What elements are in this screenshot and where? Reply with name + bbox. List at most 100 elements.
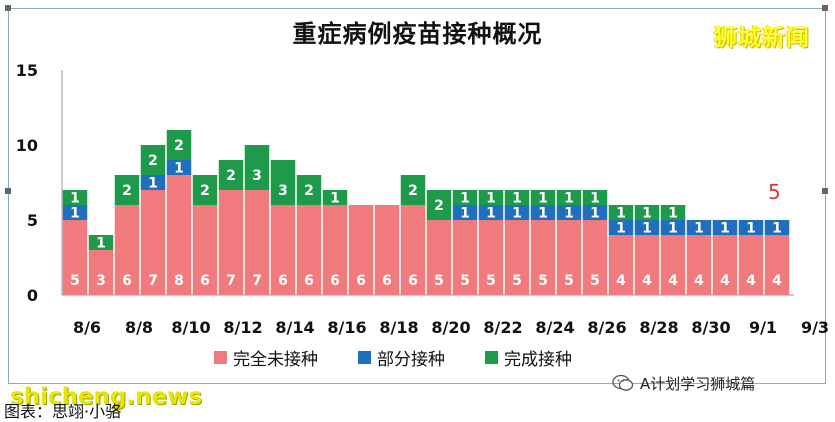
x-tick-label: 8/20 [431,318,470,337]
bar-segment-unvaccinated [62,220,88,295]
bar-segment-unvaccinated [140,190,166,295]
x-tick-label: 9/1 [749,318,777,337]
bar-segment-partial [140,175,166,190]
data-label: 5 [590,273,600,289]
bar-segment-full [426,190,452,220]
legend-swatch-full [485,351,498,364]
source-credit: 图表：思翊·小骆 [4,402,122,421]
resize-handle-left[interactable] [5,188,11,194]
bar-segment-partial [582,205,608,220]
bar-segment-full [478,190,504,205]
resize-handle-right[interactable] [822,188,828,194]
bar-segment-unvaccinated [296,205,322,295]
y-tick-label: 10 [16,136,38,155]
bar-segment-unvaccinated [712,235,738,295]
x-tick-label: 8/14 [275,318,314,337]
bar-segment-unvaccinated [270,205,296,295]
bar-segment-full [244,145,270,190]
data-label: 6 [330,273,340,289]
bar-segment-full [62,190,88,205]
data-label: 2 [408,183,418,199]
data-label: 1 [590,191,600,207]
data-label: 2 [148,153,158,169]
x-tick-label: 8/18 [379,318,418,337]
data-label: 2 [200,183,210,199]
resize-handle-top-left[interactable] [5,5,11,11]
bar-segment-full [530,190,556,205]
data-label: 4 [668,273,678,289]
y-tick-label: 0 [27,286,38,305]
bar-segment-full [504,190,530,205]
x-tick-label: 8/16 [327,318,366,337]
data-label: 3 [278,183,288,199]
bar-segment-unvaccinated [686,235,712,295]
legend-item-partial: 部分接种 [358,345,445,370]
y-tick-label: 5 [27,211,38,230]
data-label: 4 [772,273,782,289]
legend-label-unvaccinated: 完全未接种 [233,350,318,370]
data-label: 8 [174,273,184,289]
bar-segment-unvaccinated [764,235,790,295]
data-label: 3 [252,168,262,184]
x-tick-label: 8/28 [639,318,678,337]
data-label: 1 [616,221,626,237]
data-label: 6 [278,273,288,289]
bar-segment-partial [738,220,764,235]
wechat-icon [612,374,634,391]
data-label: 1 [486,191,496,207]
data-label: 1 [668,206,678,222]
data-label: 1 [460,191,470,207]
bar-segment-unvaccinated [608,235,634,295]
bar-segment-unvaccinated [192,205,218,295]
bar-segment-unvaccinated [114,205,140,295]
data-label: 1 [668,221,678,237]
bar-segment-unvaccinated [504,220,530,295]
y-tick-label: 15 [16,61,38,80]
bar-segment-partial [660,220,686,235]
data-label: 6 [356,273,366,289]
bar-segment-full [582,190,608,205]
data-label: 2 [304,183,314,199]
bar-segment-unvaccinated [634,235,660,295]
data-label: 1 [70,206,80,222]
bar-segment-full [608,205,634,220]
data-label: 7 [148,273,158,289]
bar-segment-full [452,190,478,205]
data-label: 4 [616,273,626,289]
brand-logo-text: 狮城新闻 [714,25,810,51]
x-tick-label: 8/12 [223,318,262,337]
data-label: 4 [694,273,704,289]
bar-segment-unvaccinated [452,220,478,295]
data-label: 5 [460,273,470,289]
bar-segment-full [634,205,660,220]
bar-segment-partial [608,220,634,235]
data-label: 1 [720,221,730,237]
data-label: 4 [746,273,756,289]
data-label: 3 [96,273,106,289]
data-label: 6 [122,273,132,289]
watermark-account: A计划学习狮城篇 [640,375,756,393]
data-label: 7 [226,273,236,289]
bar-segment-full [270,160,296,205]
bar-segment-full [192,175,218,205]
bar-segment-unvaccinated [660,235,686,295]
data-label: 1 [642,206,652,222]
resize-handle-top-right[interactable] [822,5,828,11]
bar-segment-full [322,190,348,205]
data-label: 6 [382,273,392,289]
bar-segment-unvaccinated [244,190,270,295]
bar-segment-unvaccinated [322,205,348,295]
legend-label-partial: 部分接种 [377,350,445,370]
bar-segment-unvaccinated [88,250,114,295]
data-label: 6 [408,273,418,289]
x-tick-label: 8/30 [691,318,730,337]
data-label: 2 [434,198,444,214]
bar-segment-partial [166,160,192,175]
data-label: 4 [720,273,730,289]
data-label: 1 [96,236,106,252]
watermark-site: shicheng.news [10,384,203,410]
bar-segment-unvaccinated [478,220,504,295]
data-label: 5 [434,273,444,289]
bar-segment-partial [504,205,530,220]
